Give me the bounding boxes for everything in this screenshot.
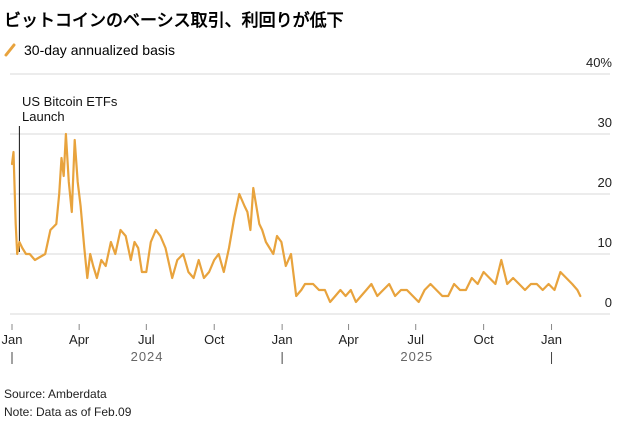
legend: 30-day annualized basis <box>4 42 175 58</box>
x-tick-label: Jan <box>272 332 293 347</box>
y-tick-label: 40% <box>586 55 612 70</box>
data-note: Note: Data as of Feb.09 <box>4 405 132 419</box>
gridlines <box>10 73 610 315</box>
x-year-label: 2024 <box>131 349 164 364</box>
y-tick-label: 0 <box>605 295 612 310</box>
x-tick-label: Apr <box>69 332 90 347</box>
x-tick-label: Jan <box>541 332 562 347</box>
source-note: Source: Amberdata <box>4 387 107 401</box>
x-axis: Jan Apr Jul Oct Jan Apr Jul Oct Jan 2024 2025 <box>2 324 562 364</box>
legend-swatch <box>4 43 16 57</box>
series-line <box>10 132 582 304</box>
x-tick-label: Oct <box>204 332 225 347</box>
annotation-line-2: Launch <box>22 109 65 124</box>
x-tick-label: Apr <box>338 332 359 347</box>
chart-title: ビットコインのベーシス取引、利回りが低下 <box>4 10 344 31</box>
x-tick-label: Jul <box>138 332 155 347</box>
x-tick-label: Jul <box>407 332 424 347</box>
x-tick-label: Jan <box>2 332 23 347</box>
annotation-line-1: US Bitcoin ETFs <box>22 94 118 109</box>
y-tick-label: 20 <box>598 175 612 190</box>
y-axis: 0 10 20 30 40% <box>586 55 612 310</box>
y-tick-label: 30 <box>598 115 612 130</box>
y-tick-label: 10 <box>598 235 612 250</box>
legend-label: 30-day annualized basis <box>24 42 175 58</box>
x-year-label: 2025 <box>400 349 433 364</box>
x-tick-label: Oct <box>474 332 495 347</box>
etf-annotation: US Bitcoin ETFs Launch <box>18 94 118 252</box>
